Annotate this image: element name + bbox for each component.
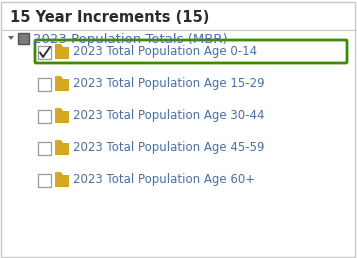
Bar (38, 142, 51, 155)
Bar (38, 78, 51, 91)
Polygon shape (8, 36, 14, 40)
Text: 2023 Total Population Age 45-59: 2023 Total Population Age 45-59 (73, 141, 265, 154)
Polygon shape (55, 76, 69, 91)
Bar (38, 174, 51, 187)
Text: 2023 Total Population Age 15-29: 2023 Total Population Age 15-29 (73, 77, 265, 90)
Polygon shape (55, 140, 69, 155)
Text: 2023 Total Population Age 30-44: 2023 Total Population Age 30-44 (73, 109, 265, 122)
FancyBboxPatch shape (35, 40, 347, 63)
Bar (18, 33, 29, 44)
Bar (38, 46, 51, 59)
Polygon shape (55, 108, 69, 123)
Text: 2023 Total Population Age 60+: 2023 Total Population Age 60+ (73, 173, 255, 186)
Text: 15 Year Increments (15): 15 Year Increments (15) (10, 10, 209, 25)
Bar (38, 110, 51, 123)
Text: 2023 Population Totals (MBR): 2023 Population Totals (MBR) (33, 33, 228, 46)
Polygon shape (55, 44, 69, 59)
Text: 2023 Total Population Age 0-14: 2023 Total Population Age 0-14 (73, 45, 257, 58)
Polygon shape (55, 172, 69, 187)
